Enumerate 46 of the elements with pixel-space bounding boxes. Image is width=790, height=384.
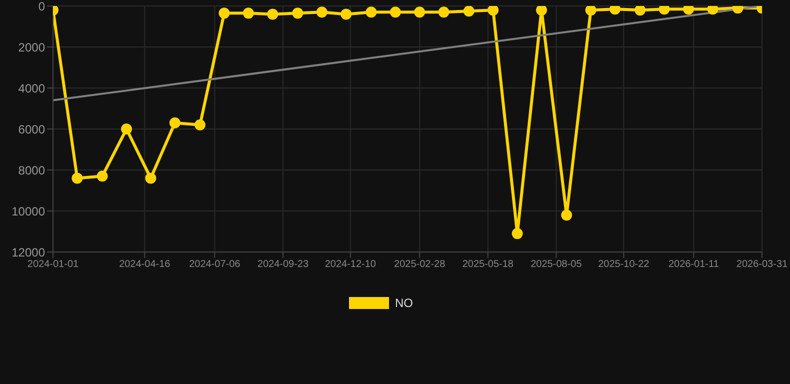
legend-label: NO — [395, 296, 413, 310]
y-tick-label: 0 — [38, 0, 46, 14]
x-tick-label: 2026-03-31 — [736, 259, 788, 270]
x-tick-label: 2024-01-01 — [27, 259, 80, 270]
point — [438, 6, 450, 18]
x-tick-label: 2025-02-28 — [394, 259, 446, 270]
y-tick-label: 12000 — [12, 245, 46, 260]
y-tick-label: 4000 — [18, 81, 46, 96]
x-tick-label: 2025-10-22 — [598, 259, 650, 270]
point — [463, 6, 474, 17]
point — [340, 8, 352, 20]
point — [390, 6, 401, 18]
point — [707, 6, 718, 15]
point — [634, 6, 646, 16]
point — [488, 6, 499, 16]
point — [292, 8, 304, 19]
x-tick-label: 2025-08-05 — [530, 259, 582, 270]
point — [414, 6, 426, 18]
x-tick-label: 2024-07-06 — [189, 259, 241, 270]
point — [585, 6, 596, 16]
point — [658, 6, 670, 15]
point — [561, 210, 572, 221]
y-tick-label: 10000 — [12, 204, 46, 218]
point — [536, 6, 548, 16]
point — [242, 8, 254, 19]
x-tick-label: 2024-12-10 — [324, 259, 376, 270]
point — [169, 117, 180, 128]
point — [683, 6, 694, 15]
y-tick-label: 6000 — [18, 122, 46, 136]
point — [194, 119, 206, 130]
point — [366, 6, 377, 18]
point — [218, 8, 230, 19]
point — [145, 172, 156, 184]
x-tick-label: 2025-05-18 — [462, 259, 514, 270]
point — [610, 6, 621, 15]
y-tick-label: 8000 — [18, 163, 46, 178]
point — [72, 172, 83, 184]
x-tick-label: 2024-09-23 — [257, 259, 310, 270]
point — [120, 124, 132, 134]
point — [267, 8, 278, 20]
x-tick-label: 2024-04-16 — [119, 259, 171, 270]
point — [512, 228, 523, 240]
point — [96, 170, 108, 182]
x-tick-label: 2026-01-11 — [668, 259, 720, 270]
y-tick-label: 2000 — [18, 40, 46, 54]
point — [316, 6, 328, 18]
